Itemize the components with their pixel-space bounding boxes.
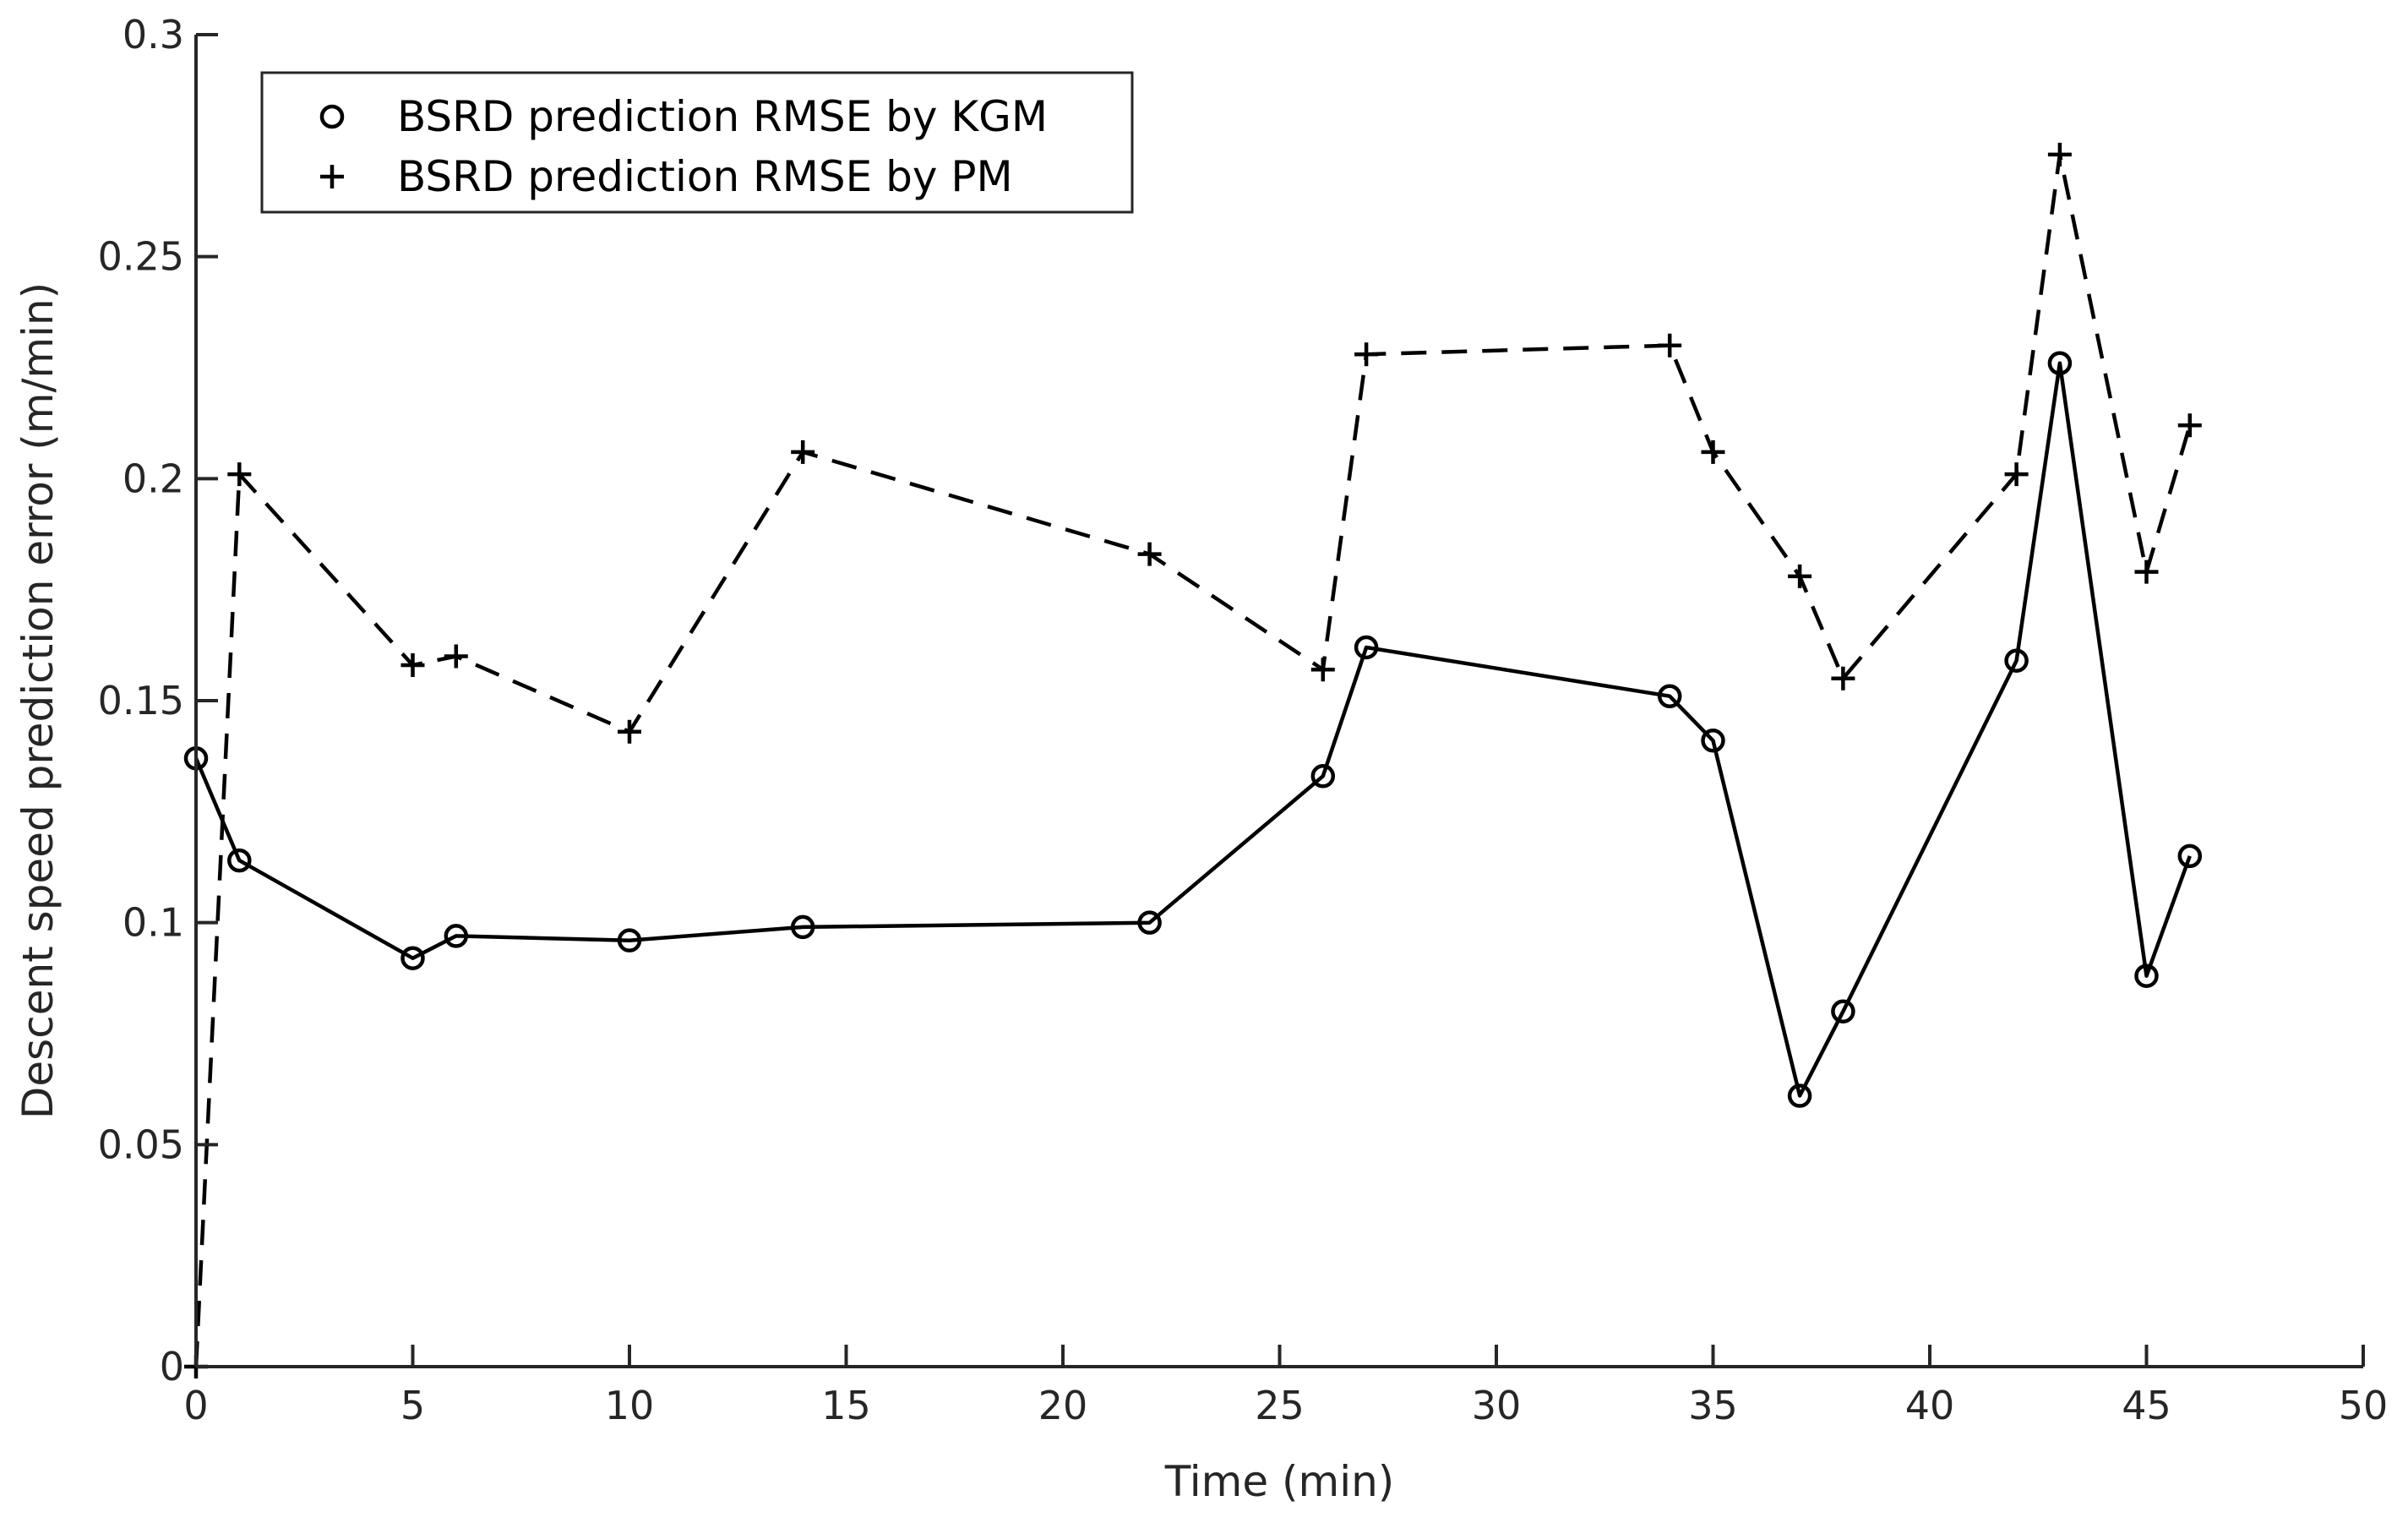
legend-items: BSRD prediction RMSE by KGM BSRD predicti…	[319, 92, 1048, 201]
y-tick-label: 0.2	[123, 456, 184, 501]
legend: BSRD prediction RMSE by KGM BSRD predicti…	[260, 71, 1134, 214]
data-point-circle	[1787, 1084, 1812, 1108]
x-tick-label: 10	[605, 1383, 655, 1428]
data-point-plus	[1354, 342, 1379, 367]
y-ticks: 0 0.05 0.1 0.15 0.2 0.25 0.3	[98, 12, 218, 1389]
data-point-plus	[1831, 666, 1855, 691]
data-point-circle	[319, 104, 345, 129]
data-point-plus	[2004, 462, 2029, 487]
x-tick-label: 5	[400, 1383, 425, 1428]
x-tick-label: 0	[183, 1383, 208, 1428]
x-tick-label: 35	[1688, 1383, 1738, 1428]
data-point-plus	[1658, 333, 1682, 358]
data-point-plus	[2134, 560, 2159, 584]
data-point-plus	[2047, 142, 2072, 166]
x-tick-label: 30	[1472, 1383, 1522, 1428]
data-point-circle	[1657, 684, 1682, 708]
series-kgm	[183, 351, 2203, 1108]
data-point-plus	[400, 652, 425, 677]
legend-label: BSRD prediction RMSE by PM	[397, 152, 1013, 201]
data-point-plus	[618, 719, 641, 744]
data-point-circle	[1831, 999, 1855, 1024]
y-tick-label: 0.05	[98, 1122, 184, 1167]
y-tick-label: 0.1	[123, 900, 184, 946]
series-pm	[184, 142, 2202, 1378]
legend-item: BSRD prediction RMSE by KGM	[319, 92, 1048, 141]
data-point-plus	[1788, 564, 1812, 588]
data-point-circle	[2134, 963, 2159, 988]
data-point-plus	[1701, 439, 1725, 464]
series-layer	[183, 142, 2203, 1378]
data-point-circle	[1701, 729, 1725, 753]
data-point-plus	[227, 462, 252, 487]
data-point-circle	[1137, 910, 1162, 935]
data-point-circle	[227, 848, 252, 873]
x-tick-label: 40	[1905, 1383, 1955, 1428]
y-tick-label: 0.3	[123, 12, 184, 57]
x-axis-title: Time (min)	[1164, 1457, 1395, 1506]
x-ticks: 0 5 10 15 20 25 30 35 40 45 50	[183, 1345, 2388, 1428]
data-point-plus	[444, 644, 468, 669]
data-point-plus	[1310, 658, 1335, 682]
y-tick-label: 0	[160, 1344, 184, 1389]
legend-label: BSRD prediction RMSE by KGM	[397, 92, 1048, 141]
plot-area	[183, 142, 2203, 1378]
data-point-circle	[1310, 764, 1336, 789]
series-line	[193, 361, 2192, 1098]
data-point-plus	[791, 439, 815, 464]
data-point-plus	[1137, 542, 1162, 566]
legend-item: BSRD prediction RMSE by PM	[320, 152, 1013, 201]
data-point-circle	[1354, 635, 1379, 660]
data-point-circle	[400, 946, 425, 970]
data-point-plus	[320, 165, 344, 188]
x-tick-label: 15	[821, 1383, 871, 1428]
y-tick-label: 0.25	[98, 234, 184, 280]
x-tick-label: 50	[2339, 1383, 2389, 1428]
y-axis-title: Descent speed prediction error (m/min)	[14, 282, 63, 1119]
x-tick-label: 20	[1038, 1383, 1088, 1428]
legend-box	[260, 71, 1134, 214]
data-point-circle	[2047, 351, 2073, 375]
data-point-plus	[2177, 413, 2202, 438]
x-tick-label: 25	[1255, 1383, 1305, 1428]
axes: 0 5 10 15 20 25 30 35 40 45 50 0 0.05 0.1 0.15 0.2 0.25…	[14, 12, 2388, 1506]
data-point-circle	[2004, 648, 2029, 673]
data-point-circle	[617, 928, 642, 953]
data-point-circle	[2177, 843, 2203, 869]
data-point-circle	[444, 924, 469, 948]
y-tick-label: 0.15	[98, 678, 184, 723]
data-point-circle	[790, 914, 815, 940]
x-tick-label: 45	[2122, 1383, 2171, 1428]
